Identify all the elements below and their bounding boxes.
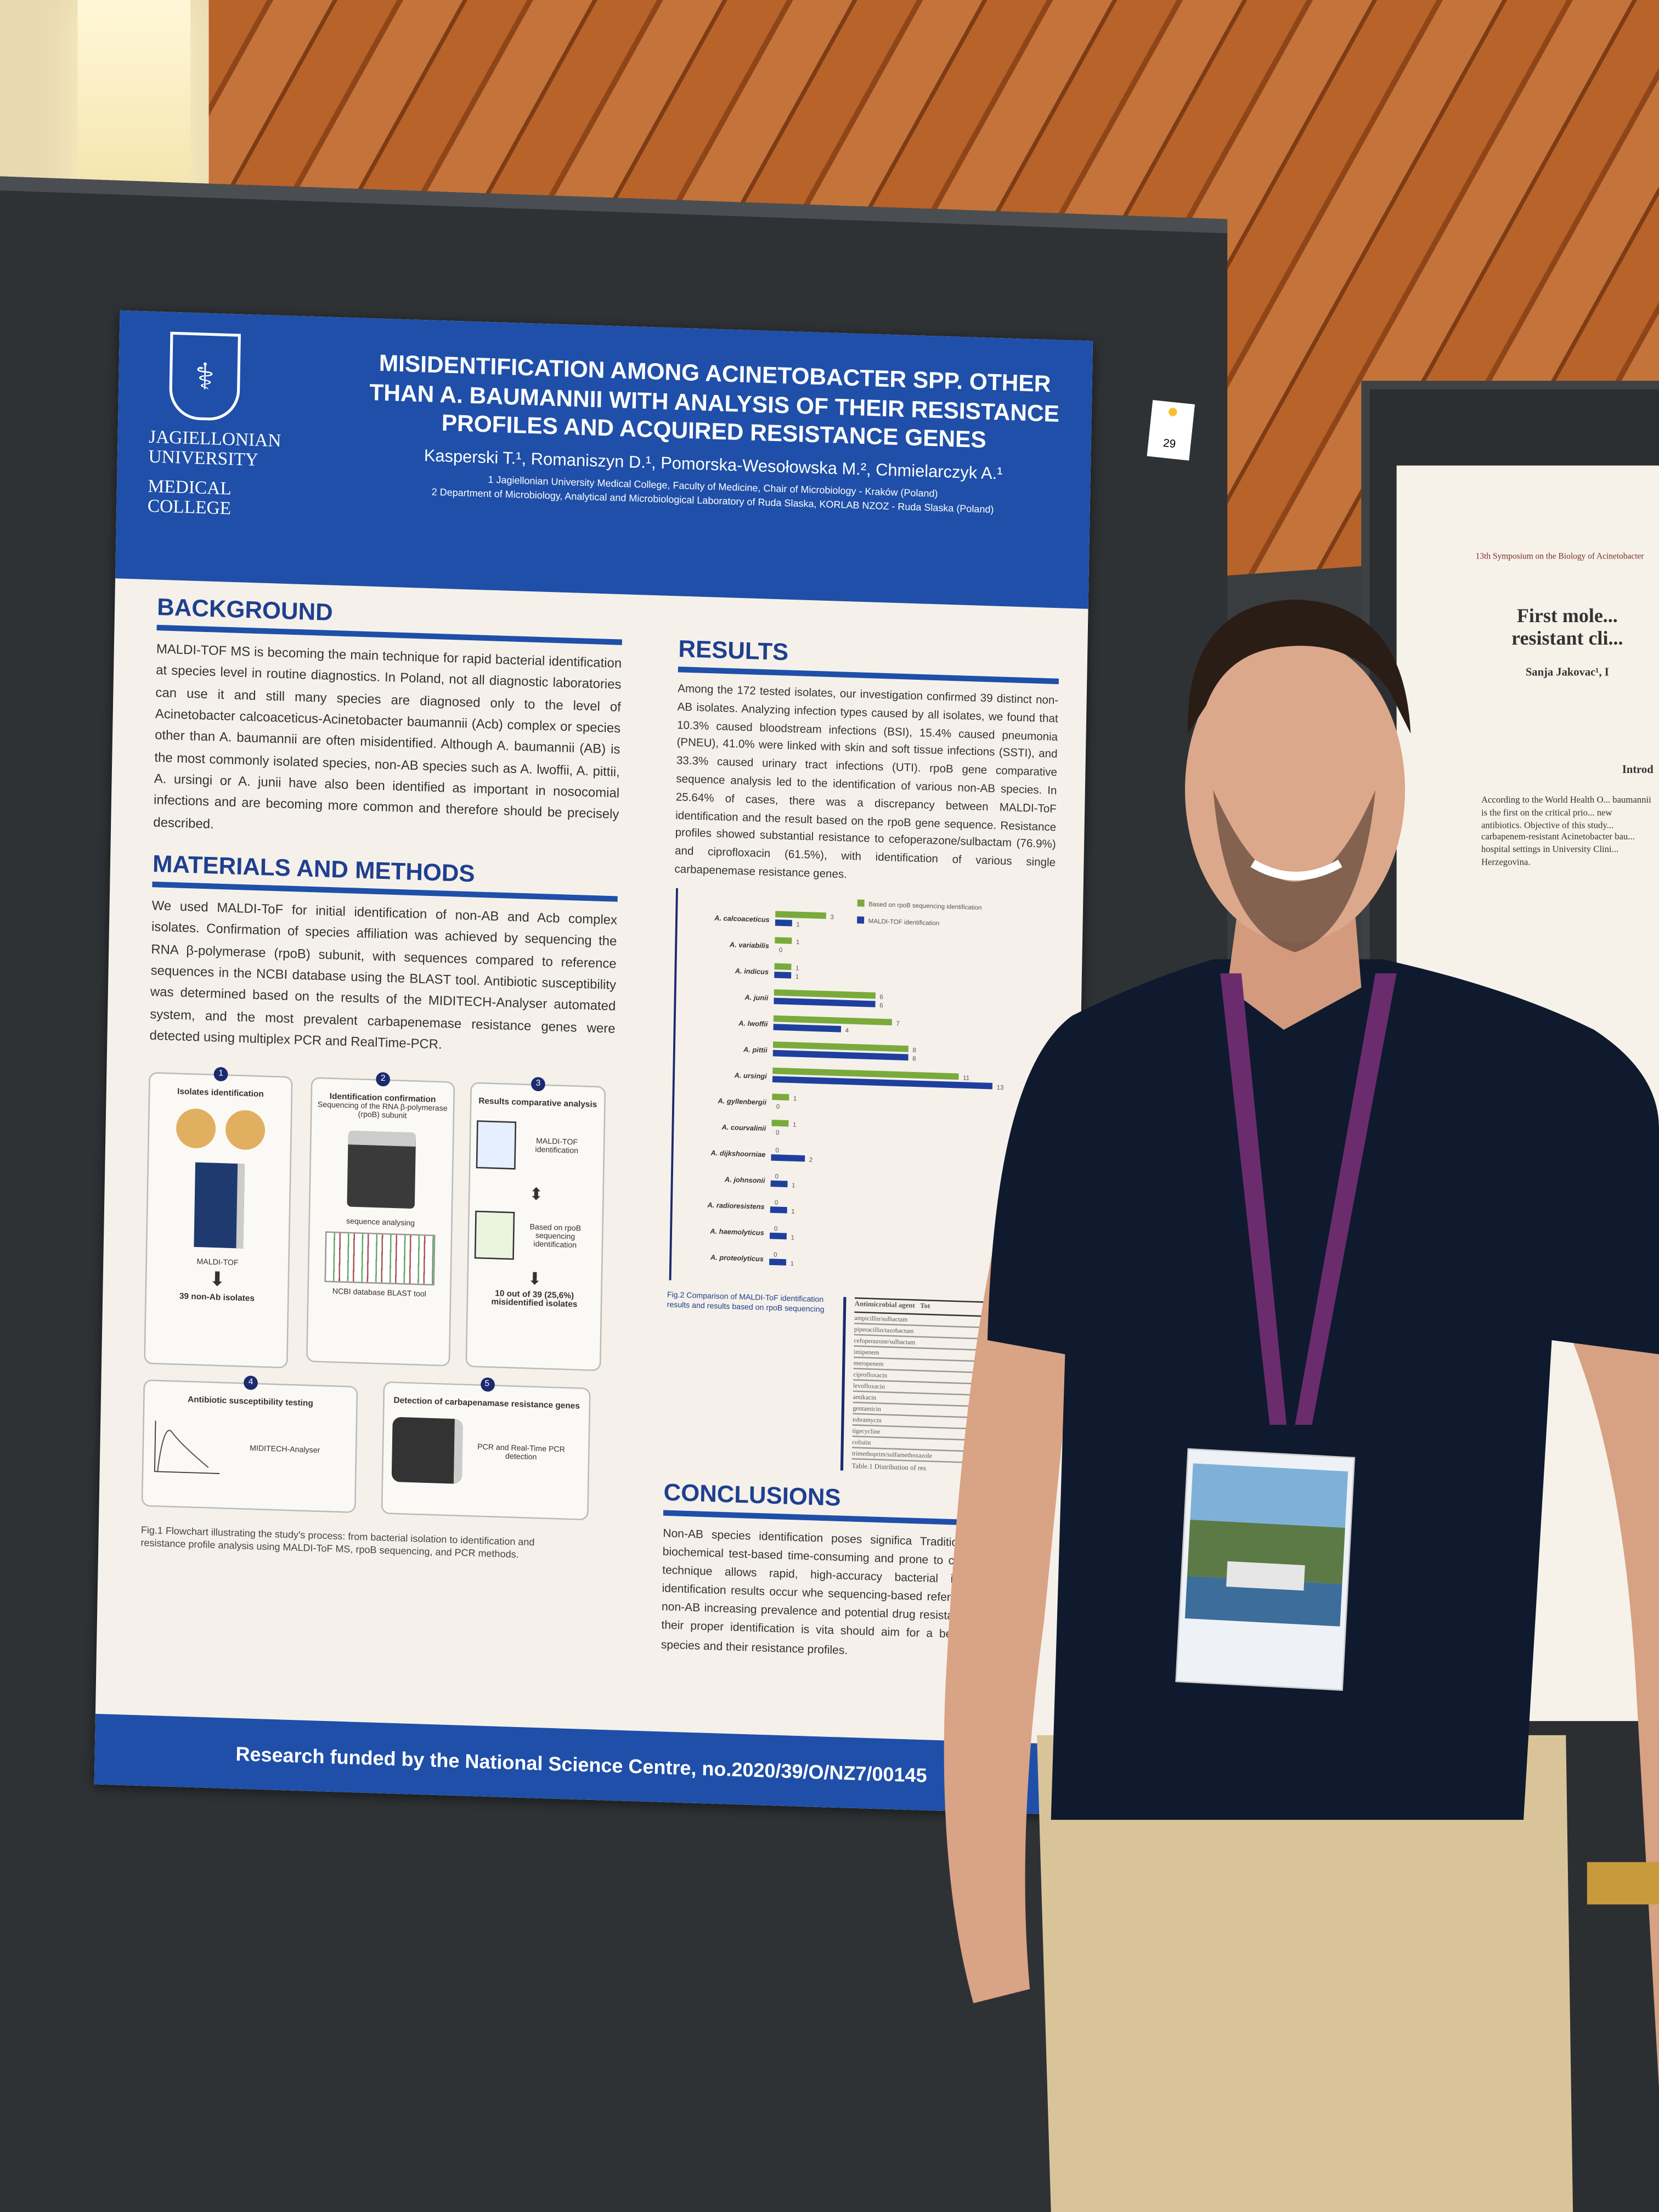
category-label: A. dijkshoorniae xyxy=(710,1148,765,1158)
bar-maldi xyxy=(774,971,792,979)
name-badge xyxy=(1175,1448,1356,1691)
bar-rpob xyxy=(773,1041,909,1052)
bar-value-label: 0 xyxy=(775,1173,779,1180)
bar-value-label: 1 xyxy=(792,1182,795,1189)
bar-value-label: 6 xyxy=(879,1002,883,1009)
bar-maldi xyxy=(769,1232,787,1239)
bar-maldi xyxy=(769,1258,787,1266)
bar-rpob xyxy=(774,989,876,998)
research-poster: ⚕ JAGIELLONIAN UNIVERSITY MEDICAL COLLEG… xyxy=(94,310,1093,1815)
bar-value-label: 1 xyxy=(796,921,800,928)
figure2-bar-chart: A. calcoaceticus 3 1 A. variabilis 1 0 A. indi… xyxy=(669,888,1004,1280)
chart-frame-line xyxy=(669,888,678,1280)
bar-value-label: 0 xyxy=(776,1130,780,1136)
bar-value-label: 6 xyxy=(879,994,883,1000)
bar-value-label: 13 xyxy=(997,1084,1004,1091)
category-label: A. radioresistens xyxy=(707,1200,764,1210)
bar-value-label: 4 xyxy=(845,1027,849,1034)
neighbor-poster-event: 13th Symposium on the Biology of Acineto… xyxy=(1475,552,1644,562)
legend-label: MALDI-TOF identification xyxy=(868,918,940,927)
bar-rpob xyxy=(775,910,826,919)
category-label: A. courvalinii xyxy=(721,1122,766,1132)
bar-maldi xyxy=(772,1075,993,1089)
category-label: A. calcoaceticus xyxy=(714,913,770,923)
category-label: A. variabilis xyxy=(729,940,769,949)
category-label: A. proteolyticus xyxy=(710,1252,764,1262)
bar-rpob xyxy=(771,1119,789,1126)
bar-value-label: 11 xyxy=(963,1075,969,1081)
bar-maldi xyxy=(775,919,792,926)
lanyard-strap xyxy=(1220,973,1287,1425)
bar-value-label: 1 xyxy=(796,939,800,945)
bar-value-label: 0 xyxy=(779,947,783,953)
category-label: A. junii xyxy=(744,992,768,1001)
bar-value-label: 0 xyxy=(776,1103,780,1110)
bar-value-label: 0 xyxy=(774,1225,778,1232)
khaki-pants xyxy=(1036,1735,1573,2212)
right-column: RESULTS Among the 172 tested isolates, o… xyxy=(661,635,1059,1665)
bar-value-label: 1 xyxy=(793,1121,797,1128)
wristwatch xyxy=(1587,1862,1659,1905)
bar-value-label: 8 xyxy=(912,1047,916,1053)
flowchart: 1 Isolates identification MALDI-TOF ⬇ 39… xyxy=(141,1064,614,1523)
bar-rpob xyxy=(773,1015,892,1025)
category-label: A. ursingi xyxy=(733,1071,767,1080)
bar-rpob xyxy=(774,963,792,970)
bar-value-label: 1 xyxy=(793,1096,797,1102)
bar-maldi xyxy=(770,1206,787,1214)
category-label: A. haemolyticus xyxy=(709,1227,764,1237)
navy-polo-shirt xyxy=(987,959,1659,1820)
lanyard-strap xyxy=(1295,973,1397,1425)
legend-swatch xyxy=(857,899,865,907)
category-label: A. johnsonii xyxy=(724,1175,765,1184)
legend-swatch xyxy=(857,916,865,924)
bar-rpob xyxy=(775,936,792,944)
category-label: A. indicus xyxy=(735,966,769,975)
neighbor-poster-authors: Sanja Jakovac¹, I xyxy=(1525,665,1609,679)
bar-value-label: 0 xyxy=(775,1147,779,1154)
category-label: A. gyllenbergii xyxy=(717,1096,766,1106)
bar-rpob xyxy=(772,1093,789,1101)
bar-value-label: 0 xyxy=(775,1199,778,1206)
neighbor-poster-title: First mole... resistant cli... xyxy=(1511,606,1623,651)
left-column: BACKGROUND MALDI-TOF MS is becoming the … xyxy=(140,594,623,1565)
presenter-figure xyxy=(944,599,1659,2212)
bar-value-label: 8 xyxy=(912,1056,916,1062)
mic-curve-icon xyxy=(154,1421,220,1475)
bar-value-label: 1 xyxy=(791,1260,794,1267)
bar-maldi xyxy=(772,1049,909,1060)
flow-step-4: 4 Antibiotic susceptibility testing MIDI… xyxy=(141,1375,358,1514)
bar-value-label: 0 xyxy=(774,1251,777,1258)
bar-value-label: 2 xyxy=(809,1156,813,1163)
bar-maldi xyxy=(770,1180,788,1187)
category-label: A. lwoffii xyxy=(738,1019,768,1028)
category-label: A. pittii xyxy=(743,1045,768,1054)
bar-value-label: 1 xyxy=(791,1234,794,1241)
bar-maldi xyxy=(773,1023,842,1032)
bar-maldi xyxy=(771,1154,805,1161)
bar-value-label: 1 xyxy=(795,973,799,980)
bar-value-label: 7 xyxy=(896,1020,900,1027)
bar-value-label: 3 xyxy=(830,914,834,921)
neighbor-poster-text: According to the World Health O... bauma… xyxy=(1481,795,1651,867)
neighbor-poster-section: Introd xyxy=(1622,763,1654,776)
bar-rpob xyxy=(772,1067,959,1080)
bar-value-label: 1 xyxy=(791,1208,795,1215)
bar-maldi xyxy=(774,997,876,1007)
bar-value-label: 1 xyxy=(795,965,799,972)
